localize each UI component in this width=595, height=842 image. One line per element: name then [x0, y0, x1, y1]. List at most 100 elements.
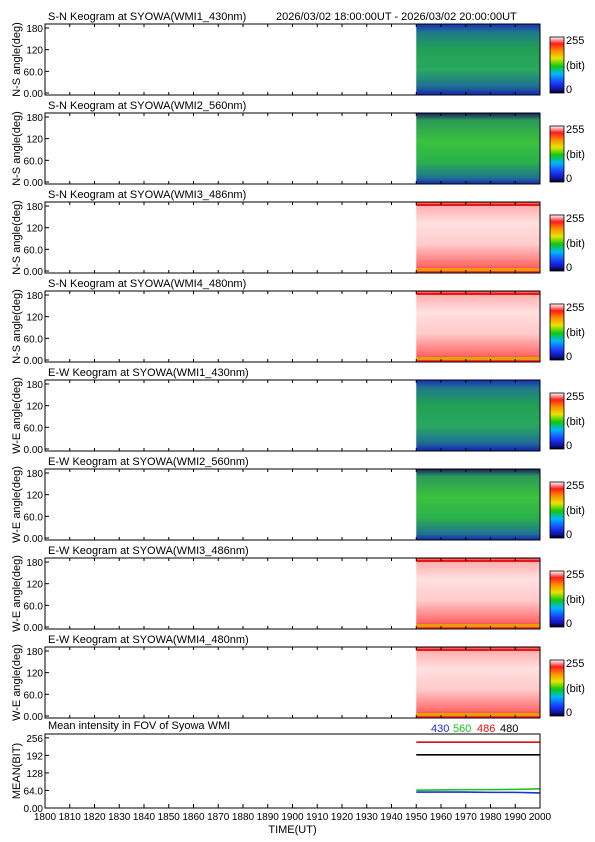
y-axis-label: W-E angle(deg) — [11, 555, 23, 632]
y-tick-label: 60.0 — [24, 67, 44, 78]
y-tick-label: 120 — [26, 669, 43, 680]
keogram-panel-7: E-W Keogram at SYOWA(WMI3_486nm) 0.00 60.0… — [11, 545, 585, 634]
panel-title: S-N Keogram at SYOWA(WMI4_480nm) — [48, 278, 246, 290]
colorbar-unit-label: (bit) — [566, 594, 585, 606]
keogram-edge-band — [416, 293, 540, 295]
keogram-data-strip — [416, 380, 540, 451]
keogram-data-strip — [416, 469, 540, 540]
series-line-430 — [416, 791, 541, 794]
panel-title: E-W Keogram at SYOWA(WMI4_480nm) — [48, 634, 249, 646]
y-tick-label: 180 — [26, 113, 43, 124]
colorbar-unit-label: (bit) — [566, 149, 585, 161]
keogram-data-strip — [416, 113, 540, 184]
keogram-edge-band — [416, 357, 540, 360]
colorbar-unit-label: (bit) — [566, 505, 585, 517]
x-tick-label: 1990 — [504, 812, 527, 823]
colorbar-max-label: 255 — [566, 391, 584, 403]
y-tick-label: 180 — [26, 469, 43, 480]
x-tick-label: 1940 — [380, 812, 403, 823]
x-tick-label: 1960 — [430, 812, 453, 823]
y-tick-label: 180 — [26, 291, 43, 302]
keogram-data-strip — [416, 24, 540, 95]
x-axis-label: TIME(UT) — [268, 824, 316, 836]
panel-title: Mean intensity in FOV of Syowa WMI — [48, 720, 230, 732]
x-tick-label: 1800 — [34, 812, 57, 823]
x-tick-label: 1970 — [455, 812, 478, 823]
x-tick-label: 1980 — [479, 812, 502, 823]
colorbar — [549, 303, 565, 361]
y-axis-label: MEAN(BIT) — [11, 743, 23, 799]
y-axis-label: W-E angle(deg) — [11, 377, 23, 454]
keogram-edge-band — [416, 204, 540, 206]
colorbar-max-label: 255 — [566, 569, 584, 581]
keogram-panel-2: S-N Keogram at SYOWA(WMI2_560nm) 0.00 60.0… — [11, 100, 585, 189]
keogram-panel-6: E-W Keogram at SYOWA(WMI2_560nm) 0.00 60.0… — [11, 456, 585, 545]
y-axis-label: W-E angle(deg) — [11, 644, 23, 721]
keogram-panel-5: E-W Keogram at SYOWA(WMI1_430nm) 0.00 60.0… — [11, 367, 585, 456]
y-tick-label: 120 — [26, 313, 43, 324]
x-tick-label: 1910 — [306, 812, 329, 823]
y-tick-label: 180 — [26, 380, 43, 391]
y-tick-label: 64.0 — [24, 786, 44, 797]
y-tick-label: 120 — [26, 46, 43, 57]
colorbar-max-label: 255 — [566, 213, 584, 225]
colorbar-min-label: 0 — [566, 173, 572, 185]
x-tick-label: 1820 — [83, 812, 106, 823]
y-tick-label: 60.0 — [24, 690, 44, 701]
y-tick-label: 120 — [26, 224, 43, 235]
colorbar-unit-label: (bit) — [566, 238, 585, 250]
y-tick-label: 0.00 — [24, 623, 44, 634]
colorbar-min-label: 0 — [566, 440, 572, 452]
x-tick-label: 1950 — [405, 812, 428, 823]
colorbar-unit-label: (bit) — [566, 60, 585, 72]
y-axis-label: N-S angle(deg) — [11, 289, 23, 364]
colorbar-min-label: 0 — [566, 618, 572, 630]
colorbar-unit-label: (bit) — [566, 327, 585, 339]
colorbar-max-label: 255 — [566, 35, 584, 47]
keogram-data-strip — [416, 558, 540, 629]
keogram-edge-band — [416, 649, 540, 651]
colorbar-min-label: 0 — [566, 84, 572, 96]
keogram-panel-1: S-N Keogram at SYOWA(WMI1_430nm) 0.00 60.0… — [11, 11, 585, 100]
colorbar-min-label: 0 — [566, 529, 572, 541]
keogram-data-strip — [416, 202, 540, 273]
colorbar — [549, 481, 565, 539]
y-tick-label: 0.00 — [24, 178, 44, 189]
y-tick-label: 0.00 — [24, 712, 44, 723]
colorbar — [549, 392, 565, 450]
panel-title: S-N Keogram at SYOWA(WMI2_560nm) — [48, 100, 246, 112]
keogram-data-strip — [416, 291, 540, 362]
colorbar — [549, 214, 565, 272]
legend-entry-480: 480 — [500, 723, 518, 735]
keogram-edge-band — [416, 560, 540, 562]
colorbar-max-label: 255 — [566, 302, 584, 314]
time-range-label: 2026/03/02 18:00:00UT - 2026/03/02 20:00… — [276, 11, 517, 23]
y-tick-label: 120 — [26, 491, 43, 502]
keogram-edge-band — [416, 268, 540, 271]
y-tick-label: 180 — [26, 24, 43, 35]
y-tick-label: 180 — [26, 202, 43, 213]
x-tick-label: 1870 — [207, 812, 230, 823]
y-tick-label: 0.00 — [24, 356, 44, 367]
legend-entry-560: 560 — [453, 723, 471, 735]
panel-title: E-W Keogram at SYOWA(WMI2_560nm) — [48, 456, 249, 468]
x-tick-label: 1840 — [133, 812, 156, 823]
y-tick-label: 128 — [26, 769, 43, 780]
legend-entry-430: 430 — [431, 723, 449, 735]
y-tick-label: 60.0 — [24, 601, 44, 612]
colorbar-min-label: 0 — [566, 262, 572, 274]
legend-entry-486: 486 — [477, 723, 495, 735]
colorbar-max-label: 255 — [566, 658, 584, 670]
colorbar-max-label: 255 — [566, 480, 584, 492]
y-tick-label: 120 — [26, 135, 43, 146]
y-tick-label: 60.0 — [24, 245, 44, 256]
colorbar-min-label: 0 — [566, 351, 572, 363]
colorbar-unit-label: (bit) — [566, 416, 585, 428]
colorbar — [549, 125, 565, 183]
y-tick-label: 256 — [26, 734, 43, 745]
y-tick-label: 0.00 — [24, 804, 44, 815]
x-tick-label: 1860 — [182, 812, 205, 823]
colorbar — [549, 570, 565, 628]
x-tick-label: 1830 — [108, 812, 131, 823]
y-tick-label: 120 — [26, 402, 43, 413]
